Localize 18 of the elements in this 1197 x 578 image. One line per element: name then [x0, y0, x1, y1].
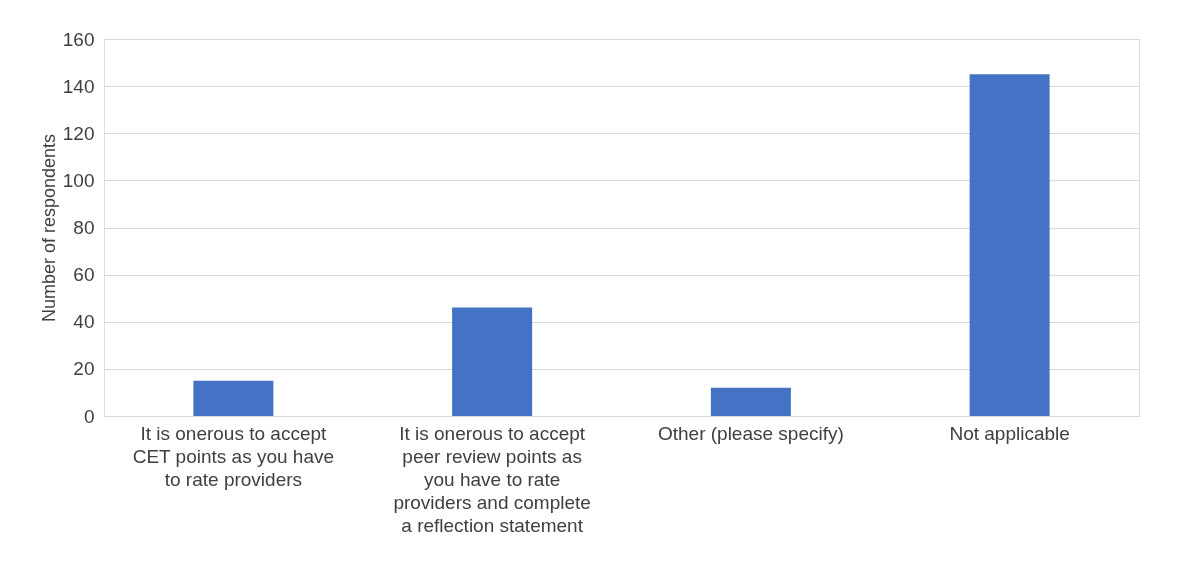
y-tick-label: 20 — [73, 358, 95, 380]
x-tick-label: It is onerous to accept peer review points as you have to rate providers and complete a reflection statement — [393, 422, 591, 536]
bar — [193, 380, 274, 416]
y-tick-label: 100 — [62, 169, 95, 191]
y-tick-label: 160 — [62, 28, 95, 50]
y-tick-label: 140 — [62, 75, 95, 97]
x-tick-label: Not applicable — [949, 422, 1070, 444]
y-axis-title: Number of respondents — [38, 133, 59, 323]
y-tick-label: 80 — [73, 217, 95, 238]
y-tick-label: 40 — [73, 311, 95, 333]
x-tick-label: It is onerous to accept CET points as you have to rate providers — [132, 422, 335, 490]
y-tick-label: 120 — [62, 122, 95, 144]
y-tick-label: 0 — [83, 405, 95, 427]
bar — [452, 307, 533, 416]
bar — [969, 74, 1050, 416]
x-tick-label: Other (please specify) — [657, 422, 844, 444]
y-tick-label: 60 — [73, 264, 95, 286]
bar — [710, 387, 791, 416]
